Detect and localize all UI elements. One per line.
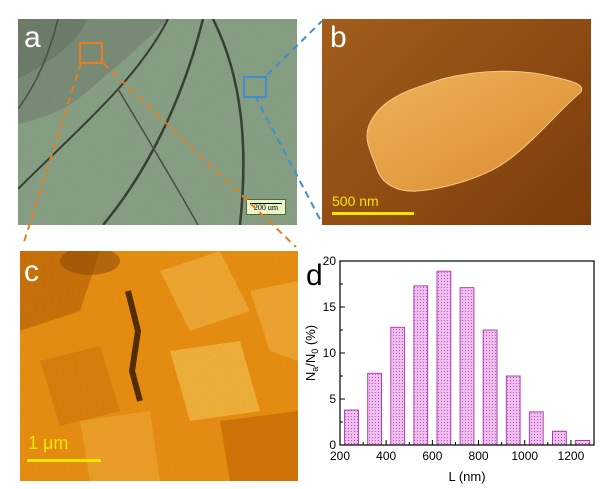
y-tick-label-10: 10 [323, 346, 337, 360]
histogram-bar-450 [390, 326, 406, 446]
bars-layer [344, 270, 590, 446]
histogram-chart: 200 400 600 800 1000 1200 0 5 10 15 20 L (nm) Na/… [303, 254, 595, 484]
sem-micrograph [20, 251, 298, 481]
x-tick-label-400: 400 [376, 449, 396, 463]
panel-a-scale-text: 200 um [253, 203, 279, 212]
panel-b-afm-image: b 500 nm [322, 19, 591, 225]
x-tick-label-200: 200 [330, 449, 350, 463]
panel-c-scale-text: 1 μm [28, 433, 69, 453]
orange-region-box [79, 42, 103, 64]
y-label-sub-a: a [310, 367, 320, 372]
y-tick-label-0: 0 [329, 438, 336, 452]
panel-b-scale-bar [332, 212, 414, 215]
panel-b-scale-text: 500 nm [332, 193, 379, 209]
y-tick-label-15: 15 [323, 300, 337, 314]
panel-b-label: b [330, 21, 347, 54]
panel-d-histogram: 200 400 600 800 1000 1200 0 5 10 15 20 L (nm) Na/… [300, 245, 600, 489]
panel-c-label: c [24, 255, 39, 288]
y-label-unit: (%) [303, 325, 318, 349]
histogram-bar-350 [367, 372, 382, 446]
x-tick-labels: 200 400 600 800 1000 1200 [330, 449, 585, 463]
x-tick-label-600: 600 [422, 449, 442, 463]
y-tick-label-20: 20 [323, 254, 337, 268]
histogram-bar-750 [459, 287, 475, 446]
panel-d-label: d [306, 259, 323, 292]
x-tick-label-800: 800 [469, 449, 489, 463]
histogram-bar-650 [436, 270, 452, 446]
histogram-bar-1050 [528, 411, 544, 446]
optical-micrograph [18, 19, 297, 225]
histogram-bar-250 [344, 409, 359, 446]
y-label-slash: /N [303, 354, 318, 367]
y-axis-label: Na/N0 (%) [303, 325, 320, 381]
histogram-bar-1150 [552, 430, 567, 446]
histogram-bar-1250 [575, 439, 590, 446]
y-label-n: N [303, 372, 318, 381]
x-tick-label-1000: 1000 [511, 449, 538, 463]
x-axis-label: L (nm) [448, 469, 485, 484]
panel-c-scale-bar [27, 459, 101, 462]
histogram-bar-850 [482, 329, 498, 446]
panel-c-sem-image: c 1 μm [20, 251, 298, 481]
ticks-layer [339, 260, 595, 446]
x-tick-label-1200: 1200 [558, 449, 585, 463]
histogram-bar-550 [413, 285, 429, 446]
y-label-sub-zero: 0 [310, 349, 320, 354]
panel-a-label: a [24, 21, 41, 54]
y-tick-labels: 0 5 10 15 20 [323, 254, 337, 452]
y-tick-label-5: 5 [329, 392, 336, 406]
panel-a-scale-bar: 200 um [246, 199, 286, 215]
afm-flake [366, 70, 583, 192]
panel-a-optical-image: a 200 um [18, 19, 297, 225]
histogram-bar-950 [505, 375, 521, 446]
